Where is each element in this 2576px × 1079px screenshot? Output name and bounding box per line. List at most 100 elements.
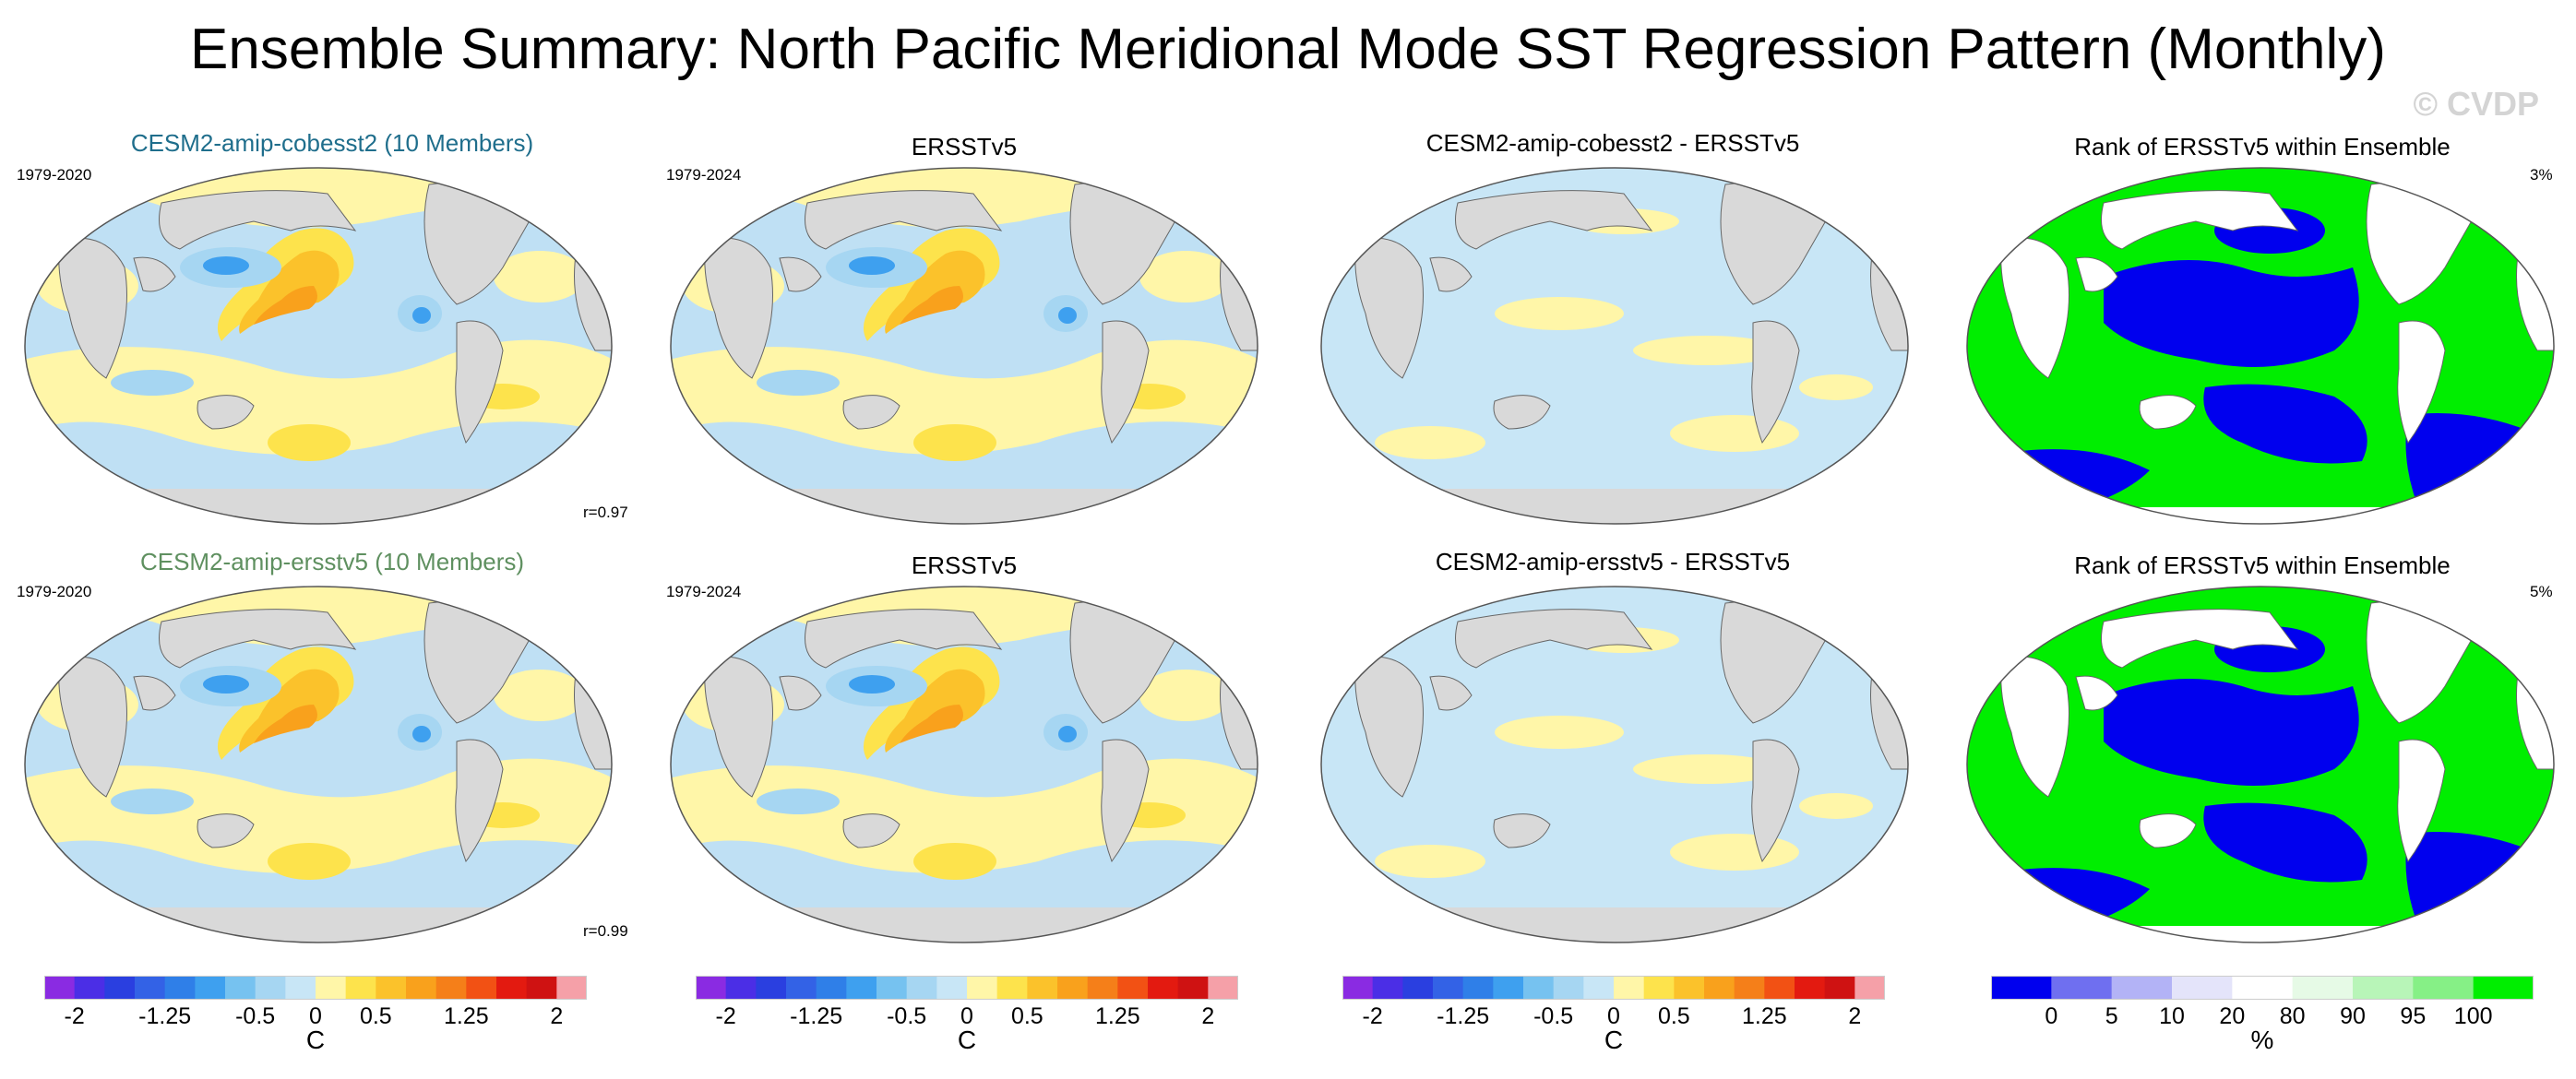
colorbar-3-tick-label: 2 bbox=[1848, 1003, 1862, 1029]
colorbar-1-unit: C bbox=[305, 1026, 326, 1054]
colorbar-3-swatch bbox=[1553, 976, 1584, 1000]
colorbar-4-swatch bbox=[1991, 976, 2052, 1000]
colorbar-2-swatch bbox=[816, 976, 847, 1000]
panel-r1c3-map bbox=[1319, 166, 1910, 526]
panel-r1c2-title: ERSSTv5 bbox=[911, 133, 1018, 160]
colorbar-2-swatch bbox=[996, 976, 1028, 1000]
colorbar-3-swatch bbox=[1462, 976, 1494, 1000]
colorbar-2-tick-label: 1.25 bbox=[1094, 1003, 1140, 1029]
colorbar-3-tick-label: -0.5 bbox=[1533, 1003, 1574, 1029]
colorbar-2-swatch bbox=[1148, 976, 1179, 1000]
colorbar-2-tick-label: -2 bbox=[715, 1003, 736, 1029]
panel-r1c1-title: CESM2-amip-cobesst2 (10 Members) bbox=[130, 129, 534, 157]
colorbar-4-swatch bbox=[2353, 976, 2414, 1000]
colorbar-4-tick-label: 10 bbox=[2159, 1003, 2185, 1029]
colorbar-3-frame bbox=[1342, 976, 1885, 1000]
colorbar-2-swatch bbox=[877, 976, 908, 1000]
colorbar-1-swatch bbox=[255, 976, 286, 1000]
colorbar-3-swatch bbox=[1523, 976, 1555, 1000]
colorbar-4-swatch bbox=[2473, 976, 2534, 1000]
colorbar-1-swatch bbox=[556, 976, 587, 1000]
colorbar-4-tick-label: 0 bbox=[2045, 1003, 2058, 1029]
colorbar-3-swatch bbox=[1643, 976, 1675, 1000]
colorbar-1-swatch bbox=[496, 976, 528, 1000]
colorbar-1-swatch bbox=[406, 976, 437, 1000]
colorbar-3-tick-label: 0 bbox=[1607, 1003, 1620, 1029]
panel-r1c4-rank-percent: 3% bbox=[2530, 166, 2553, 184]
colorbar-3-swatch bbox=[1674, 976, 1705, 1000]
colorbar-4-tick-label: 20 bbox=[2219, 1003, 2246, 1029]
colorbar-1-swatch bbox=[376, 976, 407, 1000]
colorbar-2-tick-label: 0.5 bbox=[1010, 1003, 1044, 1029]
panel-r2c2-title: ERSSTv5 bbox=[911, 551, 1018, 579]
colorbar-2-swatch bbox=[1027, 976, 1058, 1000]
colorbar-1-swatch bbox=[195, 976, 226, 1000]
colorbar-2-unit: C bbox=[957, 1026, 977, 1054]
colorbar-4-unit: % bbox=[2250, 1026, 2274, 1054]
colorbar-1-swatch bbox=[466, 976, 497, 1000]
colorbar-2-tick-label: -1.25 bbox=[790, 1003, 843, 1029]
colorbar-1-swatch bbox=[435, 976, 467, 1000]
panel-r2c1-title: CESM2-amip-ersstv5 (10 Members) bbox=[139, 548, 525, 575]
colorbar-3-tick-label: -2 bbox=[1362, 1003, 1383, 1029]
colorbar-4-frame bbox=[1991, 976, 2534, 1000]
colorbar-3-swatch bbox=[1734, 976, 1765, 1000]
panel-r2c2-map bbox=[669, 585, 1259, 944]
colorbar-1-swatch bbox=[345, 976, 376, 1000]
colorbar-3-unit: C bbox=[1604, 1026, 1624, 1054]
colorbar-1-swatch bbox=[526, 976, 557, 1000]
colorbar-2-swatch bbox=[786, 976, 817, 1000]
colorbar-2-swatch bbox=[696, 976, 727, 1000]
colorbar-3 bbox=[1342, 976, 1885, 1000]
colorbar-2-swatch bbox=[756, 976, 787, 1000]
colorbar-2-swatch bbox=[906, 976, 937, 1000]
colorbar-3-swatch bbox=[1372, 976, 1403, 1000]
colorbar-3-swatch bbox=[1795, 976, 1826, 1000]
colorbar-4-tick-label: 95 bbox=[2400, 1003, 2427, 1029]
colorbar-1-swatch bbox=[104, 976, 136, 1000]
colorbar-4-tick-label: 80 bbox=[2279, 1003, 2306, 1029]
colorbar-2-swatch bbox=[967, 976, 998, 1000]
colorbar-1-tick-label: 1.25 bbox=[443, 1003, 489, 1029]
colorbar-4-swatch bbox=[2413, 976, 2475, 1000]
colorbar-4-swatch bbox=[2292, 976, 2354, 1000]
colorbar-1-swatch bbox=[44, 976, 76, 1000]
colorbar-1-swatch bbox=[285, 976, 316, 1000]
colorbar-1-tick-label: 2 bbox=[550, 1003, 564, 1029]
colorbar-1-tick-label: 0 bbox=[309, 1003, 322, 1029]
panel-r1c2-period: 1979-2024 bbox=[666, 166, 742, 184]
colorbar-3-swatch bbox=[1764, 976, 1795, 1000]
colorbar-1 bbox=[44, 976, 587, 1000]
colorbar-2 bbox=[696, 976, 1238, 1000]
colorbar-3-swatch bbox=[1583, 976, 1615, 1000]
colorbar-2-swatch bbox=[1208, 976, 1238, 1000]
colorbar-2-swatch bbox=[1057, 976, 1089, 1000]
colorbar-1-swatch bbox=[164, 976, 196, 1000]
colorbar-3-swatch bbox=[1704, 976, 1735, 1000]
colorbar-3-swatch bbox=[1493, 976, 1524, 1000]
colorbar-3-swatch bbox=[1824, 976, 1855, 1000]
panel-r2c3-map bbox=[1319, 585, 1910, 944]
colorbar-3-swatch bbox=[1433, 976, 1464, 1000]
panel-r2c4-title: Rank of ERSSTv5 within Ensemble bbox=[2074, 551, 2451, 579]
colorbar-2-swatch bbox=[725, 976, 757, 1000]
colorbar-2-swatch bbox=[1117, 976, 1149, 1000]
panel-r2c2-period: 1979-2024 bbox=[666, 583, 742, 600]
panel-r1c1-map bbox=[23, 166, 614, 526]
colorbar-2-frame bbox=[696, 976, 1238, 1000]
colorbar-1-swatch bbox=[74, 976, 105, 1000]
panel-r1c1-period: 1979-2020 bbox=[17, 166, 92, 184]
colorbar-1-swatch bbox=[316, 976, 347, 1000]
panel-r2c1-period: 1979-2020 bbox=[17, 583, 92, 600]
panel-r1c4-title: Rank of ERSSTv5 within Ensemble bbox=[2074, 133, 2451, 160]
panel-r2c4-map bbox=[1965, 585, 2556, 944]
colorbar-3-swatch bbox=[1342, 976, 1374, 1000]
colorbar-1-swatch bbox=[225, 976, 256, 1000]
colorbar-2-swatch bbox=[936, 976, 968, 1000]
colorbar-3-tick-label: 0.5 bbox=[1657, 1003, 1690, 1029]
colorbar-2-swatch bbox=[1177, 976, 1209, 1000]
colorbar-2-tick-label: -0.5 bbox=[887, 1003, 927, 1029]
colorbar-3-swatch bbox=[1402, 976, 1434, 1000]
cvdp-watermark: © CVDP bbox=[2413, 85, 2539, 123]
colorbar-1-tick-label: -0.5 bbox=[235, 1003, 276, 1029]
